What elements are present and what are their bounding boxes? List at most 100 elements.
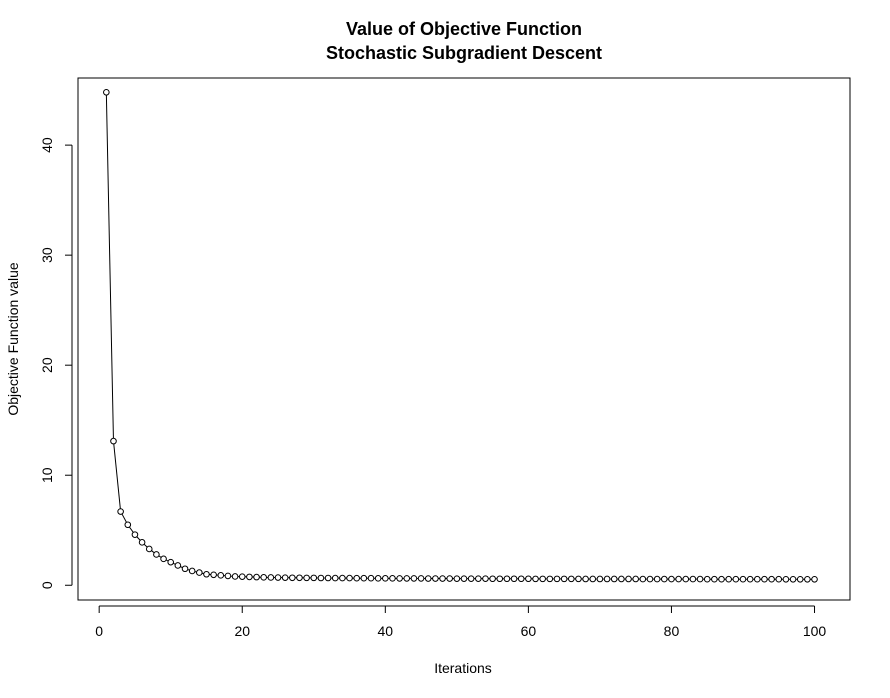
data-point [382,575,389,582]
data-point [753,575,761,583]
data-point [811,576,818,583]
data-point [467,575,475,582]
data-point [110,437,117,445]
data-point [804,576,811,583]
data-point [231,573,239,580]
data-point [367,574,375,582]
data-point [668,575,675,583]
chart-subtitle: Stochastic Subgradient Descent [326,43,602,63]
data-point [575,575,582,583]
x-tick-label: 20 [234,623,250,639]
data-point [145,545,153,553]
data-point [761,575,768,583]
data-point [439,575,446,582]
data-point [174,562,182,569]
data-point [503,575,511,583]
data-point [496,575,504,583]
data-point [324,574,332,582]
data-point [453,575,461,582]
data-point [475,575,482,582]
data-point [482,575,489,582]
data-point [725,575,732,583]
data-point [432,575,439,582]
data-point [639,575,647,583]
data-point [210,571,217,579]
series-group [103,89,818,583]
x-tick-label: 80 [664,623,680,639]
data-point [396,575,403,582]
data-point [417,575,425,582]
data-point [517,575,525,583]
data-point [653,575,661,583]
data-point [696,575,704,583]
data-point [618,575,625,583]
data-point [424,575,432,582]
data-point [539,575,546,583]
data-point [711,575,718,583]
y-tick-label: 10 [39,467,55,483]
data-point [238,573,246,580]
data-point [117,508,124,515]
data-point [217,572,225,579]
y-axis-title: Objective Function value [5,262,21,416]
data-point [625,575,632,583]
series-line [105,92,815,580]
data-point [603,575,611,583]
data-point [138,539,146,546]
data-point [153,551,160,558]
data-point [446,575,453,582]
data-point [317,574,325,582]
data-point [403,575,411,582]
data-point [596,575,604,583]
data-point [682,575,690,583]
data-point [167,558,175,566]
data-point [253,573,260,581]
data-point [103,89,110,96]
data-point [303,574,310,582]
data-point [703,575,711,583]
chart-title: Value of Objective Function [346,19,582,39]
data-point [203,570,210,578]
data-point [374,575,382,582]
data-point [124,521,132,529]
data-point [339,574,346,582]
y-tick-label: 30 [39,247,55,263]
y-tick-label: 20 [39,357,55,373]
data-point [460,575,468,582]
data-point [546,575,554,583]
y-axis: 0 10 20 30 40 [39,137,73,589]
data-point [796,576,804,583]
data-point [732,575,740,583]
data-point [281,574,289,581]
data-point [782,576,790,583]
y-tick-label: 0 [39,581,55,589]
data-point [646,575,654,583]
x-tick-label: 60 [521,623,537,639]
x-tick-label: 40 [378,623,394,639]
data-point [610,575,618,583]
data-point [718,575,725,583]
data-point [582,575,589,583]
data-point [568,575,575,583]
data-point [525,575,532,583]
data-point [560,575,568,583]
data-point [789,576,797,583]
data-point [689,575,697,583]
data-point [274,574,282,581]
x-tick-label: 100 [803,623,827,639]
data-point [267,574,275,581]
data-point [768,575,775,583]
data-point [489,575,496,583]
data-point [410,575,418,582]
data-point [739,575,747,583]
data-point [181,565,189,573]
data-point [131,531,139,538]
data-point [260,574,268,581]
plot-box [77,77,851,601]
x-axis: 0 20 40 60 80 100 [95,605,827,639]
data-point [746,575,754,583]
data-point [188,567,196,575]
data-point [289,574,296,582]
